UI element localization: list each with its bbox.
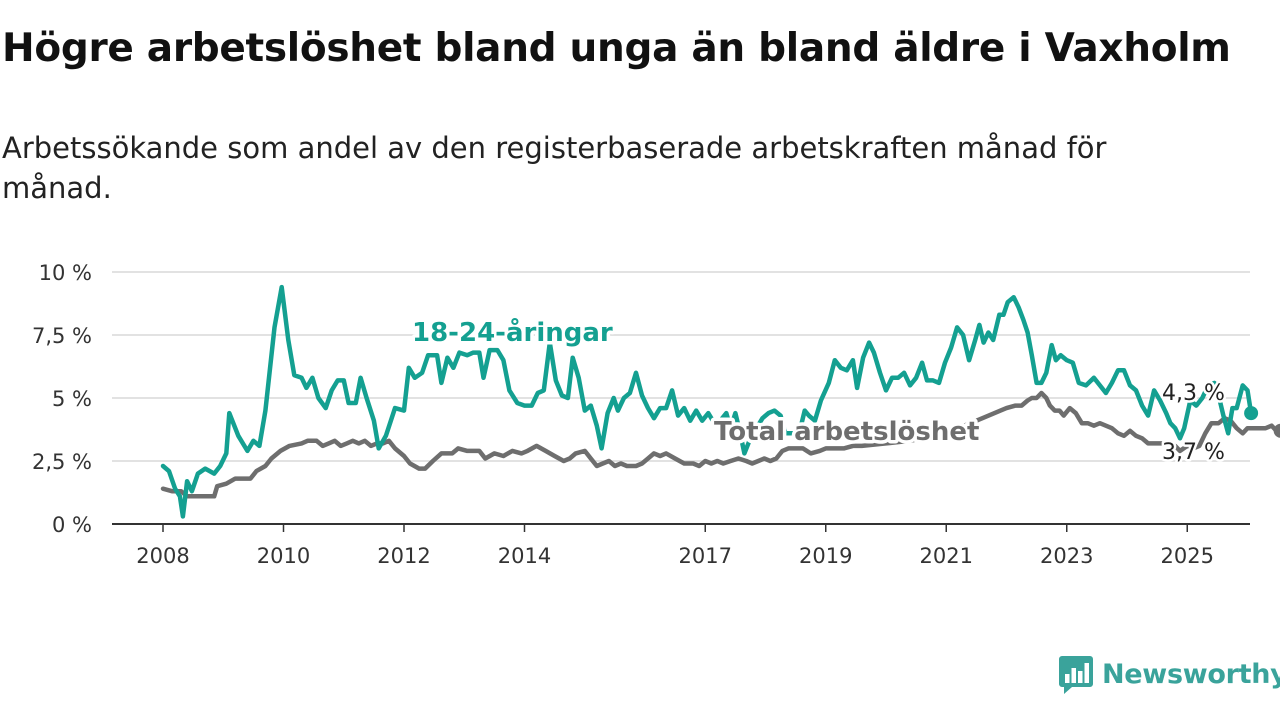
end-value-label-total: 3,7 % (1162, 440, 1225, 465)
y-tick-label: 7,5 % (32, 324, 92, 348)
bar-chart-logo-icon (1059, 656, 1093, 694)
x-tick-label: 2014 (498, 544, 551, 568)
series-line (160, 284, 1254, 519)
y-tick-label: 10 % (39, 261, 92, 285)
x-tick-label: 2008 (136, 544, 189, 568)
x-tick-label: 2021 (920, 544, 973, 568)
end-value-label-youth: 4,3 % (1162, 381, 1225, 406)
brand-name: Newsworthy (1102, 658, 1280, 690)
y-tick-label: 5 % (52, 387, 92, 411)
series-end-marker (1273, 423, 1280, 438)
x-tick-label: 2019 (799, 544, 852, 568)
chart-title: Högre arbetslöshet bland unga än bland ä… (2, 26, 1231, 71)
x-tick-label: 2025 (1161, 544, 1214, 568)
series-label-total: Total arbetslöshet (714, 417, 979, 447)
x-tick-label: 2023 (1040, 544, 1093, 568)
newsworthy-brand: Newsworthy (1058, 652, 1280, 696)
chart-subtitle: Arbetssökande som andel av den registerb… (2, 131, 1107, 205)
y-tick-label: 0 % (52, 513, 92, 537)
series-end-marker (1244, 406, 1259, 421)
x-tick-label: 2017 (679, 544, 732, 568)
series-label-youth: 18-24-åringar (412, 316, 613, 348)
x-tick-label: 2012 (377, 544, 430, 568)
y-tick-label: 2,5 % (32, 450, 92, 474)
x-tick-label: 2010 (257, 544, 310, 568)
series-line (160, 390, 1280, 499)
